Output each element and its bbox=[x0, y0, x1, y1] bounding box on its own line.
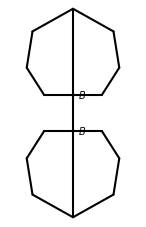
Text: B: B bbox=[79, 127, 86, 136]
Text: B: B bbox=[79, 91, 86, 100]
